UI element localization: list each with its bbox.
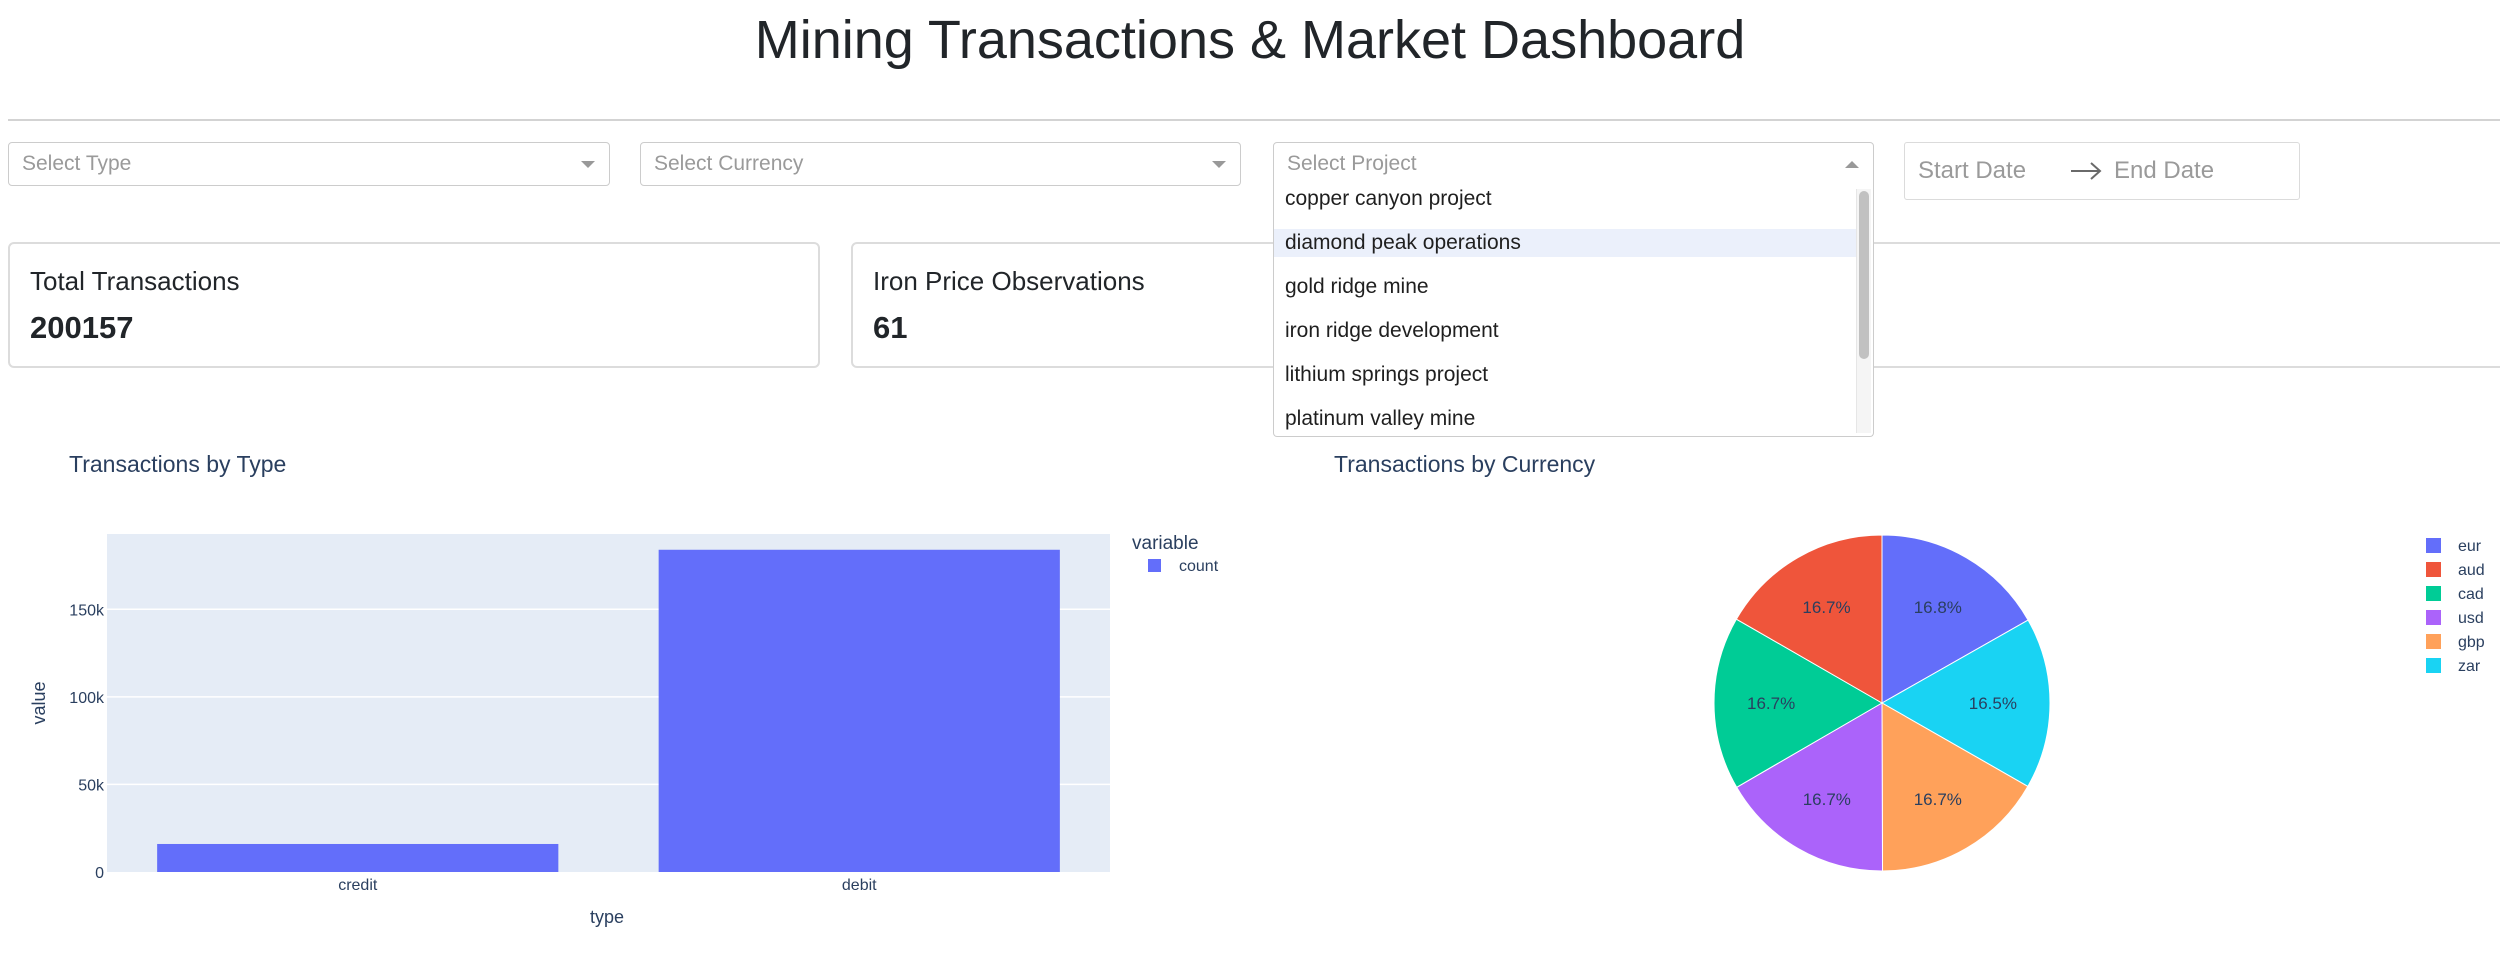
legend-label-usd[interactable]: usd [2458, 610, 2484, 627]
legend-label-cad[interactable]: cad [2458, 586, 2484, 603]
kpi-card-total-transactions: Total Transactions 200157 [8, 242, 820, 368]
dropdown-option[interactable]: lithium springs project [1285, 363, 1489, 386]
bar-chart-title: Transactions by Type [69, 451, 287, 477]
legend-swatch-zar [2426, 658, 2441, 673]
bar-chart: 0 50k 100k 150k credit debit type value vari… [29, 533, 1219, 927]
end-date-input[interactable]: End Date [2114, 157, 2215, 184]
x-tick-label: debit [842, 877, 877, 894]
kpi-value: 200157 [30, 310, 134, 345]
legend-swatch-gbp [2426, 634, 2441, 649]
legend-swatch-usd [2426, 610, 2441, 625]
pie-slice-label: 16.7% [1802, 598, 1850, 617]
dropdown-option[interactable]: diamond peak operations [1274, 229, 1856, 257]
currency-select[interactable]: Select Currency [640, 142, 1241, 186]
y-tick-label: 100k [69, 690, 105, 707]
chevron-up-icon [1845, 161, 1859, 168]
project-select[interactable]: Select Project [1273, 142, 1874, 186]
x-axis-label: type [590, 907, 624, 927]
project-dropdown-menu[interactable]: copper canyon project diamond peak opera… [1273, 185, 1874, 437]
legend-label-count: count [1179, 558, 1219, 575]
pie-chart-title: Transactions by Currency [1334, 451, 1596, 477]
type-select[interactable]: Select Type [8, 142, 610, 186]
start-date-input[interactable]: Start Date [1918, 157, 2027, 184]
pie-slice-aud[interactable] [1735, 534, 1883, 704]
dropdown-scrollbar-thumb[interactable] [1859, 191, 1869, 359]
legend-swatch-aud [2426, 562, 2441, 577]
kpi-label: Total Transactions [30, 266, 240, 296]
legend-swatch-eur [2426, 538, 2441, 553]
pie-slice-zar[interactable] [1880, 619, 2051, 788]
type-select-placeholder: Select Type [22, 152, 132, 175]
pie-slice-cad[interactable] [1713, 618, 1883, 788]
legend-swatch-count [1148, 559, 1161, 572]
bar-debit[interactable] [658, 549, 1060, 872]
header-divider [8, 119, 2500, 121]
legend-label-aud[interactable]: aud [2458, 562, 2485, 579]
chevron-down-icon [581, 161, 595, 168]
x-tick-label: credit [338, 877, 378, 894]
pie-slice-label: 16.7% [1914, 790, 1962, 809]
dropdown-option[interactable]: copper canyon project [1285, 187, 1492, 210]
pie-slice-label: 16.7% [1747, 694, 1795, 713]
dropdown-option[interactable]: gold ridge mine [1285, 275, 1429, 298]
date-range-picker[interactable]: Start Date End Date [1904, 142, 2300, 200]
pie-chart: 16.8% 16.5% 16.7% 16.7% 16.7% 16.7% eur aud cad… [1713, 534, 2485, 872]
legend-label-gbp[interactable]: gbp [2458, 634, 2485, 651]
arrow-right-icon [2071, 162, 2102, 180]
chevron-down-icon [1212, 161, 1226, 168]
project-select-placeholder: Select Project [1287, 152, 1417, 175]
y-tick-label: 0 [95, 865, 104, 882]
bar-credit[interactable] [157, 843, 559, 872]
legend-label-eur[interactable]: eur [2458, 538, 2482, 555]
pie-slice-label: 16.5% [1969, 694, 2017, 713]
kpi-value: 61 [873, 310, 908, 345]
legend-label-zar[interactable]: zar [2458, 658, 2481, 675]
pie-slice-usd[interactable] [1736, 702, 1884, 872]
legend-swatch-cad [2426, 586, 2441, 601]
kpi-label: Iron Price Observations [873, 266, 1145, 296]
currency-select-placeholder: Select Currency [654, 152, 804, 175]
y-tick-label: 150k [69, 602, 105, 619]
page-title: Mining Transactions & Market Dashboard [754, 10, 1746, 70]
dropdown-option[interactable]: iron ridge development [1285, 319, 1499, 342]
pie-slice-gbp[interactable] [1881, 702, 2029, 872]
pie-slice-eur[interactable] [1881, 534, 2029, 704]
y-axis-label: value [29, 681, 49, 724]
dropdown-option[interactable]: platinum valley mine [1285, 407, 1476, 430]
legend-title: variable [1132, 533, 1199, 554]
y-tick-label: 50k [78, 777, 105, 794]
pie-slice-label: 16.7% [1803, 790, 1851, 809]
pie-slice-label: 16.8% [1914, 598, 1962, 617]
